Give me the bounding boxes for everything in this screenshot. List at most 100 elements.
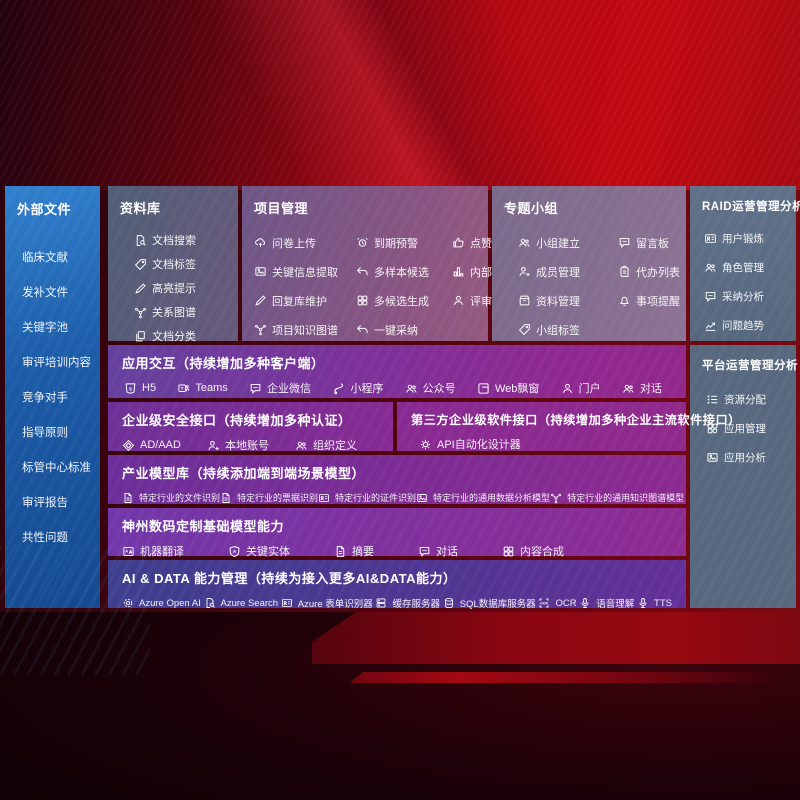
base-item-content-compose[interactable]: 内容合成: [502, 543, 564, 559]
sidebar-item-supplement-files[interactable]: 发补文件: [22, 286, 68, 299]
adopt-arrow-icon: [356, 323, 369, 336]
aidata-item-speech-understanding[interactable]: 语音理解: [579, 596, 634, 610]
interact-item-h5[interactable]: H5: [124, 382, 156, 395]
base-item-key-entity[interactable]: 关键实体: [228, 543, 290, 559]
project-item-due-warning[interactable]: 到期预警: [356, 228, 452, 257]
panel-project-management: 项目管理 问卷上传 到期预警 点赞感谢 关键信息提取 多样本候选 内部专家排名 …: [242, 186, 536, 344]
sidebar-item-review-training[interactable]: 审评培训内容: [22, 356, 91, 369]
groups-item-message-board[interactable]: 留言板: [618, 228, 686, 257]
models-item-data-analysis[interactable]: 特定行业的通用数据分析模型: [416, 491, 550, 504]
aidata-item-ocr[interactable]: OCR: [538, 597, 577, 609]
sidebar-external-files: 外部文件 临床文献 发补文件 关键字池 审评培训内容 竞争对手 指导原则 标管中…: [5, 186, 100, 608]
sidebar-item-standards-center[interactable]: 标管中心标准: [22, 461, 91, 474]
raid-list: 用户锻炼 角色管理 采纳分析 问题趋势: [690, 224, 796, 340]
project-item-multi-sample[interactable]: 多样本候选: [356, 257, 452, 286]
raid-item-user-refine[interactable]: 用户锻炼: [690, 224, 796, 253]
sidebar-list: 临床文献 发补文件 关键字池 审评培训内容 竞争对手 指导原则 标管中心标准 审…: [5, 239, 100, 554]
raid-item-role-manage[interactable]: 角色管理: [690, 253, 796, 282]
groups-item-create-group[interactable]: 小组建立: [518, 228, 618, 257]
tag-icon: [134, 258, 147, 271]
groups-item-material-manage[interactable]: 资料管理: [518, 286, 618, 315]
groups-grid: 小组建立 留言板 成员管理 代办列表 资料管理 事项提醒 小组标签: [518, 228, 686, 344]
sidebar-item-common-issues[interactable]: 共性问题: [22, 531, 68, 544]
interact-item-dialog[interactable]: 对话: [622, 380, 662, 396]
aidata-item-form-recognizer[interactable]: Azure 表单识别器: [281, 596, 373, 610]
knowledge-graph-icon: [254, 323, 267, 336]
groups-item-todo-list[interactable]: 代办列表: [618, 257, 686, 286]
wechat-work-icon: [249, 382, 262, 395]
platform-item-app-manage[interactable]: 应用管理: [690, 414, 796, 443]
aidata-item-sql-database[interactable]: SQL数据库服务器: [443, 596, 536, 610]
library-item-doc-classify[interactable]: 文档分类: [108, 324, 238, 348]
tts-icon: [637, 597, 649, 609]
raid-title: RAID运营管理分析: [702, 201, 800, 213]
raid-item-issue-trend[interactable]: 问题趋势: [690, 311, 796, 340]
background-top-red: [0, 0, 800, 190]
panel-raid-analysis: RAID运营管理分析 用户锻炼 角色管理 采纳分析 问题趋势: [690, 186, 800, 341]
chat-icon: [418, 545, 431, 558]
interact-title: 应用交互（持续增加多种客户端）: [122, 356, 325, 371]
interact-item-web-window[interactable]: Web飘窗: [477, 380, 539, 396]
sidebar-item-keyword-pool[interactable]: 关键字池: [22, 321, 68, 334]
groups-item-member-manage[interactable]: 成员管理: [518, 257, 618, 286]
base-item-summary[interactable]: 摘要: [334, 543, 374, 559]
project-item-questionnaire-upload[interactable]: 问卷上传: [254, 228, 356, 257]
base-item-machine-translation[interactable]: 机器翻译: [122, 543, 184, 559]
project-item-multi-generate[interactable]: 多候选生成: [356, 286, 452, 315]
aidata-item-tts[interactable]: TTS: [637, 597, 672, 609]
sql-database-icon: [443, 597, 455, 609]
sidebar-item-clinical-literature[interactable]: 临床文献: [22, 251, 68, 264]
thirdparty-item-api-designer[interactable]: API自动化设计器: [419, 436, 521, 452]
translate-icon: [122, 545, 135, 558]
library-item-highlight[interactable]: 高亮提示: [108, 276, 238, 300]
panel-data-library: 资料库 文档搜索 文档标签 高亮提示 关系图谱 文档分类: [108, 186, 238, 343]
security-item-ad-aad[interactable]: AD/AAD: [122, 439, 181, 452]
groups-item-group-tags[interactable]: 小组标签: [518, 315, 618, 344]
org-define-icon: [295, 439, 308, 452]
background-red-slab: [312, 612, 800, 664]
raid-item-adoption-analysis[interactable]: 采纳分析: [690, 282, 796, 311]
ranking-icon: [452, 265, 465, 278]
interact-item-portal[interactable]: 门户: [561, 380, 601, 396]
sidebar-item-guidelines[interactable]: 指导原则: [22, 426, 68, 439]
sidebar-title: 外部文件: [17, 202, 72, 217]
aidata-item-cache-server[interactable]: 缓存服务器: [375, 596, 440, 610]
library-item-doc-tags[interactable]: 文档标签: [108, 252, 238, 276]
id-card-icon: [318, 492, 330, 504]
models-item-id-recognition[interactable]: 特定行业的证件识别: [318, 491, 416, 504]
sidebar-item-review-reports[interactable]: 审评报告: [22, 496, 68, 509]
interact-item-teams[interactable]: Teams: [177, 382, 228, 395]
person-add-icon: [518, 265, 531, 278]
thirdparty-title: 第三方企业级软件接口（持续增加多种企业主流软件接口）: [411, 413, 741, 427]
security-item-org-define[interactable]: 组织定义: [295, 437, 357, 453]
extract-icon: [254, 265, 267, 278]
thirdparty-items: API自动化设计器: [411, 436, 672, 452]
models-item-file-recognition[interactable]: 特定行业的文件识别: [122, 491, 220, 504]
groups-title: 专题小组: [504, 201, 559, 216]
project-item-one-click-adopt[interactable]: 一键采纳: [356, 315, 452, 344]
models-item-knowledge-graph[interactable]: 特定行业的通用知识图谱模型: [550, 491, 684, 504]
interact-item-mini-program[interactable]: 小程序: [332, 380, 383, 396]
project-item-reply-maintain[interactable]: 回复库维护: [254, 286, 356, 315]
base-items: 机器翻译 关键实体 摘要 对话 内容合成: [122, 543, 672, 559]
clipboard-icon: [618, 265, 631, 278]
sidebar-item-competitors[interactable]: 竞争对手: [22, 391, 68, 404]
groups-item-reminder[interactable]: 事项提醒: [618, 286, 686, 315]
openai-icon: [122, 597, 134, 609]
platform-item-app-analysis[interactable]: 应用分析: [690, 443, 796, 472]
interact-item-wechat-work[interactable]: 企业微信: [249, 380, 311, 396]
project-item-knowledge-graph[interactable]: 项目知识图谱: [254, 315, 356, 344]
base-item-dialogue[interactable]: 对话: [418, 543, 458, 559]
aidata-item-azure-search[interactable]: Azure Search: [204, 597, 278, 609]
interact-item-official-account[interactable]: 公众号: [405, 380, 456, 396]
platform-title: 平台运营管理分析: [702, 360, 798, 372]
people-icon: [704, 261, 717, 274]
project-item-key-info-extract[interactable]: 关键信息提取: [254, 257, 356, 286]
library-item-doc-search[interactable]: 文档搜索: [108, 228, 238, 252]
models-item-receipt-recognition[interactable]: 特定行业的票据识别: [220, 491, 318, 504]
aidata-item-azure-openai[interactable]: Azure Open AI: [122, 597, 201, 609]
platform-item-resource-alloc[interactable]: 资源分配: [690, 385, 796, 414]
library-item-relation-graph[interactable]: 关系图谱: [108, 300, 238, 324]
security-item-local-account[interactable]: 本地账号: [207, 437, 269, 453]
